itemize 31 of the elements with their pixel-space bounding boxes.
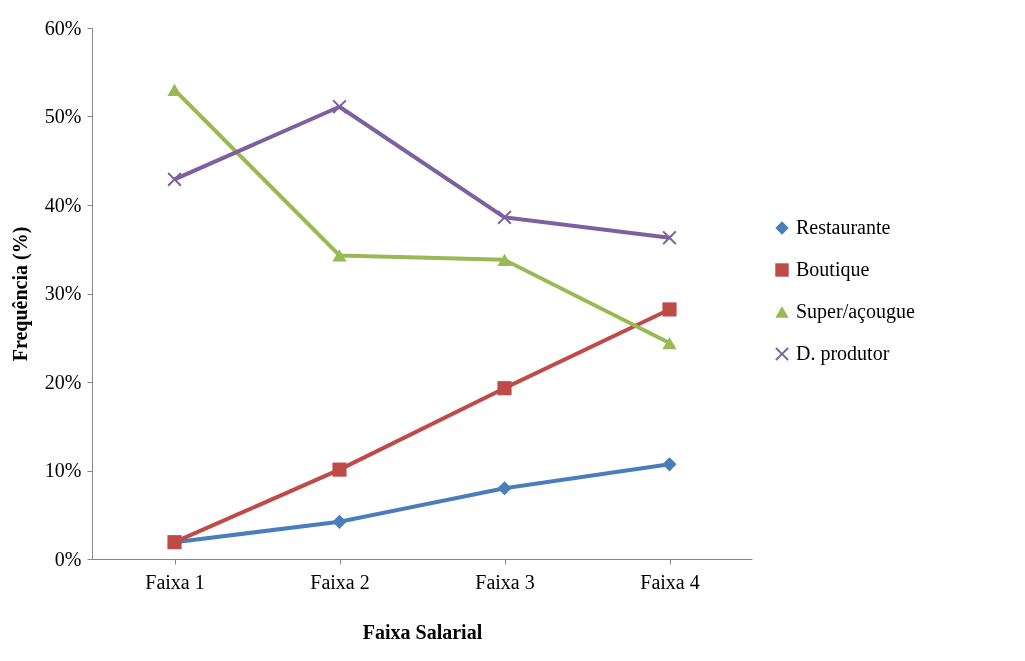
point xyxy=(167,172,182,187)
x-tick-label: Faixa 4 xyxy=(640,570,700,593)
x-tick-label: Faixa 2 xyxy=(310,570,370,593)
point xyxy=(497,253,512,266)
y-tick-label: 40% xyxy=(44,193,82,216)
y-tick-label: 30% xyxy=(44,282,82,304)
point xyxy=(497,481,512,496)
y-tick-label: 60% xyxy=(44,16,82,39)
point xyxy=(332,462,347,477)
legend-label: Super/açougue xyxy=(796,300,915,323)
x-tick-label: Faixa 1 xyxy=(145,570,205,593)
x-axis-title: Faixa Salarial xyxy=(362,620,483,643)
point xyxy=(662,302,677,317)
point xyxy=(662,336,677,350)
point xyxy=(497,210,512,225)
y-tick-label: 50% xyxy=(44,105,82,127)
y-tick-label: 20% xyxy=(44,370,82,393)
y-tick-label: 10% xyxy=(44,459,82,481)
point xyxy=(662,230,677,245)
y-tick-label: 0% xyxy=(54,547,82,570)
point xyxy=(332,514,347,529)
point xyxy=(497,381,512,396)
legend-label: Restaurante xyxy=(796,216,891,238)
point xyxy=(662,457,677,472)
point xyxy=(332,249,347,262)
x-tick-label: Faixa 3 xyxy=(475,570,535,593)
y-axis-title: Frequência (%) xyxy=(8,226,32,362)
legend-label: Boutique xyxy=(796,258,870,281)
point xyxy=(167,83,182,97)
legend-label: D. produtor xyxy=(796,342,890,365)
point xyxy=(332,99,347,114)
